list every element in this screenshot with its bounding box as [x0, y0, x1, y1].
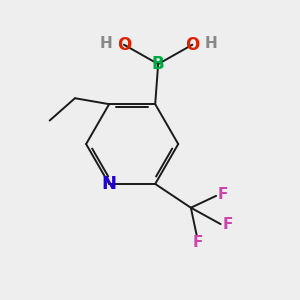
Text: H: H	[204, 36, 217, 51]
Text: N: N	[102, 175, 117, 193]
Text: F: F	[218, 187, 228, 202]
Text: F: F	[192, 235, 203, 250]
Text: F: F	[223, 217, 233, 232]
Text: B: B	[152, 55, 164, 73]
Text: O: O	[185, 36, 200, 54]
Text: O: O	[117, 36, 131, 54]
Text: H: H	[99, 36, 112, 51]
